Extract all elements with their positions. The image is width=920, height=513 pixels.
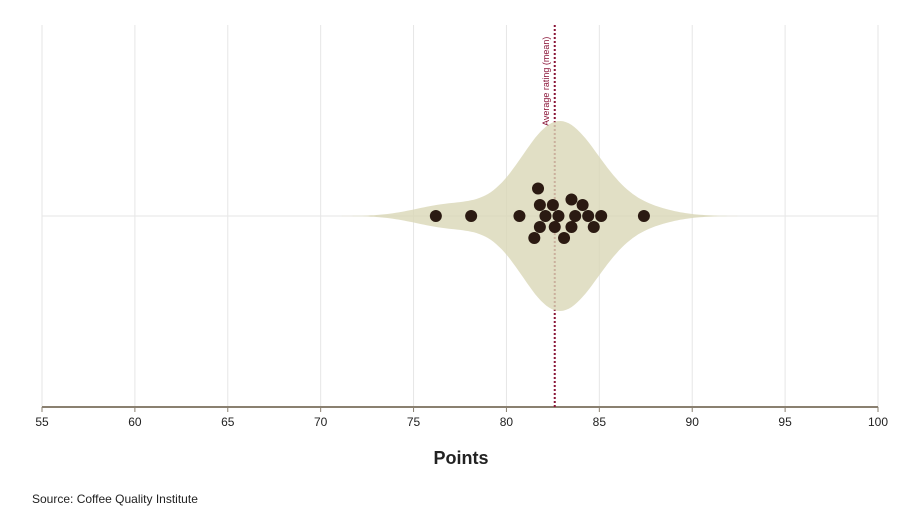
point [558,232,571,244]
point [565,193,578,206]
x-tick-label: 55 [35,415,49,429]
point [533,199,546,211]
point [637,210,650,222]
source: Source: Coffee Quality Institute [32,492,198,506]
point [513,210,526,222]
point [528,232,541,244]
point [546,199,559,211]
point [565,221,578,233]
x-tick-label: 60 [128,415,142,429]
x-tick-label: 65 [221,415,235,429]
x-tick-label: 85 [593,415,607,429]
point [582,210,595,222]
point [548,221,561,233]
point [539,210,552,222]
point [576,199,589,211]
point [552,210,565,222]
x-tick-label: 75 [407,415,421,429]
x-tick-label: 95 [778,415,792,429]
x-tick-label: 90 [686,415,700,429]
x-axis-title: Points [433,448,488,468]
x-tick-label: 80 [500,415,514,429]
point [569,210,582,222]
point [532,182,545,195]
point [429,210,442,222]
x-tick-label: 70 [314,415,328,429]
x-tick-label: 100 [868,415,888,429]
point [465,210,478,222]
point [533,221,546,233]
point [595,210,608,222]
violin [42,121,878,311]
point [587,221,600,233]
mean-label: Average rating (mean) [541,37,551,126]
